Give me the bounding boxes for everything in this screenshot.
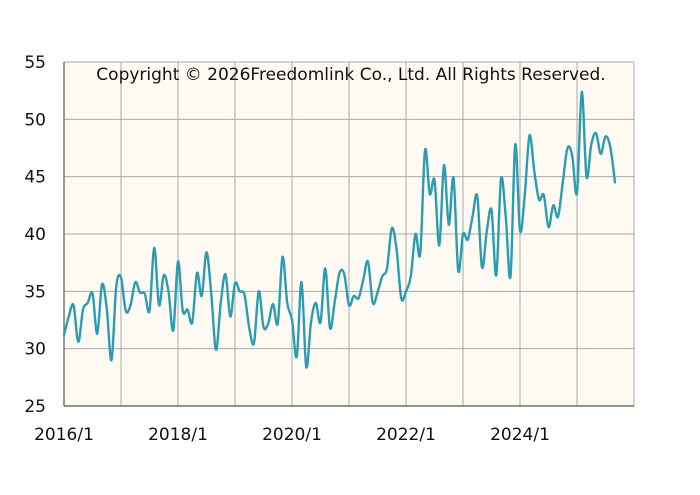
copyright-text: Copyright © 2026Freedomlink Co., Ltd. Al…	[96, 65, 605, 85]
series-line	[62, 90, 617, 369]
y-tick-label: 45	[24, 168, 46, 188]
y-tick-label: 35	[24, 282, 46, 302]
x-tick-label: 2016/1	[34, 425, 94, 445]
y-tick-label: 55	[24, 53, 46, 73]
x-axis-tick-labels: 2016/1 2018/1 2020/1 2022/1 2024/1	[34, 425, 550, 445]
y-tick-label: 40	[24, 225, 46, 245]
y-tick-label: 25	[24, 397, 46, 417]
x-tick-label: 2018/1	[148, 425, 208, 445]
y-tick-label: 30	[24, 340, 46, 360]
x-tick-label: 2024/1	[490, 425, 550, 445]
x-tick-label: 2022/1	[376, 425, 436, 445]
y-tick-label: 50	[24, 110, 46, 130]
y-axis-tick-labels: 25 30 35 40 45 50 55	[24, 53, 46, 417]
x-tick-label: 2020/1	[262, 425, 322, 445]
axes	[63, 62, 634, 407]
